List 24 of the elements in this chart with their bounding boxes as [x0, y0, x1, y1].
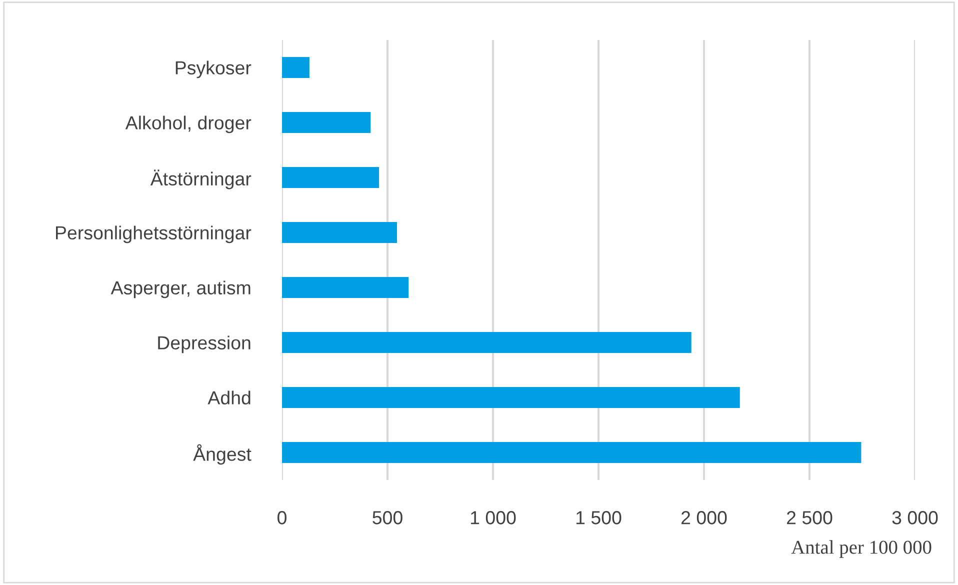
x-tick-label: 3 000: [892, 511, 938, 524]
y-tick-label: Personlighetsstörningar: [56, 226, 252, 244]
bar: [282, 442, 862, 463]
x-tick-label: 500: [372, 511, 402, 524]
y-tick-label: Alkohol, droger: [125, 116, 252, 134]
y-tick-label: Ångest: [193, 444, 252, 465]
bar: [282, 277, 409, 298]
y-tick-label: Psykoser: [176, 60, 252, 78]
bar: [282, 387, 740, 408]
y-tick-label: Adhd: [208, 390, 250, 404]
bar: [282, 112, 371, 133]
y-tick-label: Ätstörningar: [150, 170, 252, 190]
x-tick-label: 0: [278, 511, 286, 524]
x-axis-title: Antal per 100 000: [791, 540, 932, 558]
bar: [282, 222, 397, 243]
y-tick-label: Asperger, autism: [110, 280, 250, 298]
y-tick-label: Depression: [158, 336, 250, 354]
bar: [282, 332, 692, 353]
x-tick-label: 1 000: [470, 511, 516, 524]
bar: [282, 57, 310, 78]
x-tick-label: 2 000: [681, 511, 727, 524]
bar: [282, 167, 380, 188]
x-tick-label: 2 500: [786, 511, 832, 524]
x-tick-label: 1 500: [576, 511, 622, 524]
